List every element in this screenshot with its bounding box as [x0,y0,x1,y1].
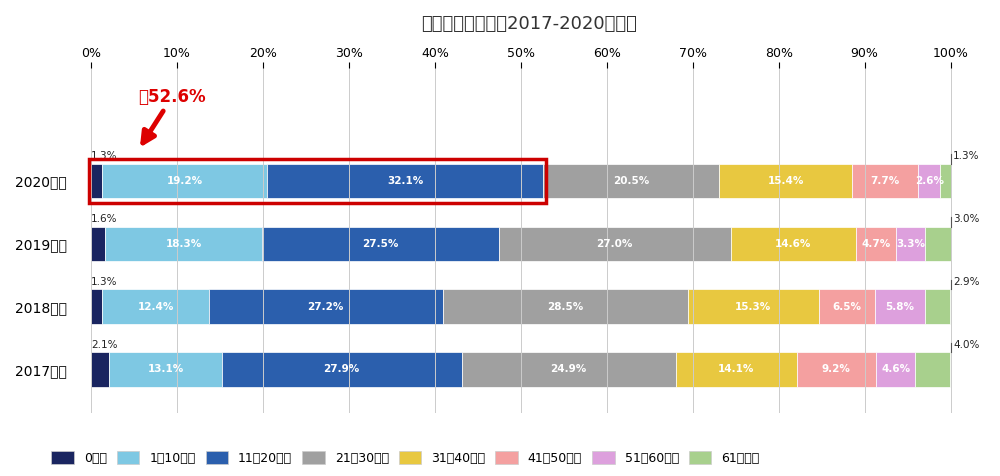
Bar [102,289,209,324]
Bar [543,164,719,198]
Text: 28.5%: 28.5% [547,302,583,312]
Text: 4.7%: 4.7% [862,239,891,249]
Text: 27.9%: 27.9% [324,365,360,375]
Bar [443,289,688,324]
Text: 13.1%: 13.1% [147,365,184,375]
Text: 1.3%: 1.3% [91,277,118,287]
Bar [91,227,105,261]
Bar [499,227,731,261]
Text: 18.3%: 18.3% [165,239,202,249]
Text: 1.3%: 1.3% [953,151,980,161]
Bar [875,289,925,324]
Bar [856,227,896,261]
Text: 3.0%: 3.0% [953,214,980,224]
Bar [462,352,676,387]
Text: 27.0%: 27.0% [596,239,633,249]
Bar [852,164,918,198]
Text: 4.0%: 4.0% [953,340,980,350]
Text: 3.3%: 3.3% [896,239,925,249]
Text: 9.2%: 9.2% [822,365,851,375]
Text: 2.1%: 2.1% [91,340,118,350]
Bar [688,289,819,324]
Bar [222,352,462,387]
Text: 7.7%: 7.7% [870,176,899,186]
Text: 1.6%: 1.6% [91,214,118,224]
Text: 27.5%: 27.5% [362,239,399,249]
Text: 24.9%: 24.9% [550,365,587,375]
Bar [102,164,267,198]
Text: 15.3%: 15.3% [735,302,771,312]
Text: 5.8%: 5.8% [885,302,914,312]
Bar [731,227,856,261]
Bar [940,164,951,198]
Bar [91,352,109,387]
Bar [209,289,443,324]
Text: 15.4%: 15.4% [767,176,804,186]
Bar [91,164,102,198]
Text: 27.2%: 27.2% [308,302,344,312]
Bar [105,227,262,261]
Bar [918,164,940,198]
Bar [91,289,102,324]
Text: 19.2%: 19.2% [167,176,203,186]
Bar [925,289,950,324]
Bar [719,164,852,198]
Bar [896,227,925,261]
Bar [797,352,876,387]
Bar [109,352,222,387]
Bar [267,164,543,198]
Text: 記52.6%: 記52.6% [138,88,206,143]
Text: 32.1%: 32.1% [387,176,423,186]
Bar [915,352,950,387]
Text: 14.1%: 14.1% [718,365,754,375]
Text: 6.5%: 6.5% [833,302,862,312]
Bar [262,227,499,261]
Text: 12.4%: 12.4% [137,302,174,312]
Text: 2.6%: 2.6% [915,176,944,186]
Bar [819,289,875,324]
Text: 14.6%: 14.6% [775,239,812,249]
Text: 4.6%: 4.6% [881,365,910,375]
Bar [676,352,797,387]
Text: 2.9%: 2.9% [953,277,980,287]
Legend: 0時間, 1～10時間, 11～20時間, 21～30時間, 31～40時間, 41～50時間, 51～60時間, 61時間超: 0時間, 1～10時間, 11～20時間, 21～30時間, 31～40時間, … [46,446,765,470]
Text: 20.5%: 20.5% [613,176,649,186]
Bar [89,159,546,203]
Text: 1.3%: 1.3% [91,151,118,161]
Bar [925,227,951,261]
Bar [876,352,915,387]
Title: 経年比較：全体（2017-2020年度）: 経年比較：全体（2017-2020年度） [422,15,637,33]
